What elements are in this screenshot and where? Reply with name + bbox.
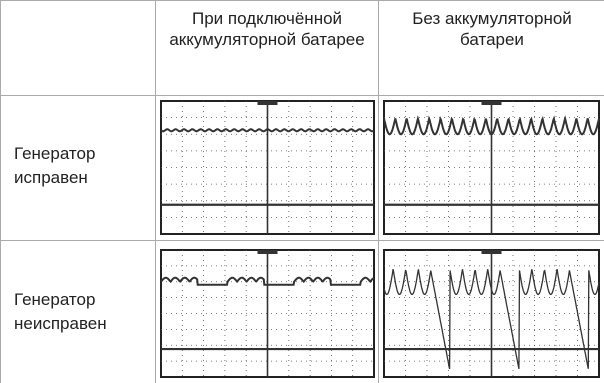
trigger-marker	[482, 101, 502, 105]
row-label: Генератор неисправен	[14, 288, 149, 336]
row-label: Генератор исправен	[14, 142, 149, 190]
page: При подключённой аккумуляторной батарее …	[0, 0, 604, 383]
column-header: Без аккумуляторной батареи	[382, 8, 602, 50]
oscillogram	[161, 101, 374, 234]
trigger-marker	[482, 250, 502, 254]
trigger-marker	[258, 250, 278, 254]
trigger-marker	[258, 101, 278, 105]
oscillogram	[161, 250, 374, 377]
oscillogram	[384, 250, 599, 377]
column-header: При подключённой аккумуляторной батарее	[160, 8, 374, 50]
oscillogram	[384, 101, 599, 234]
